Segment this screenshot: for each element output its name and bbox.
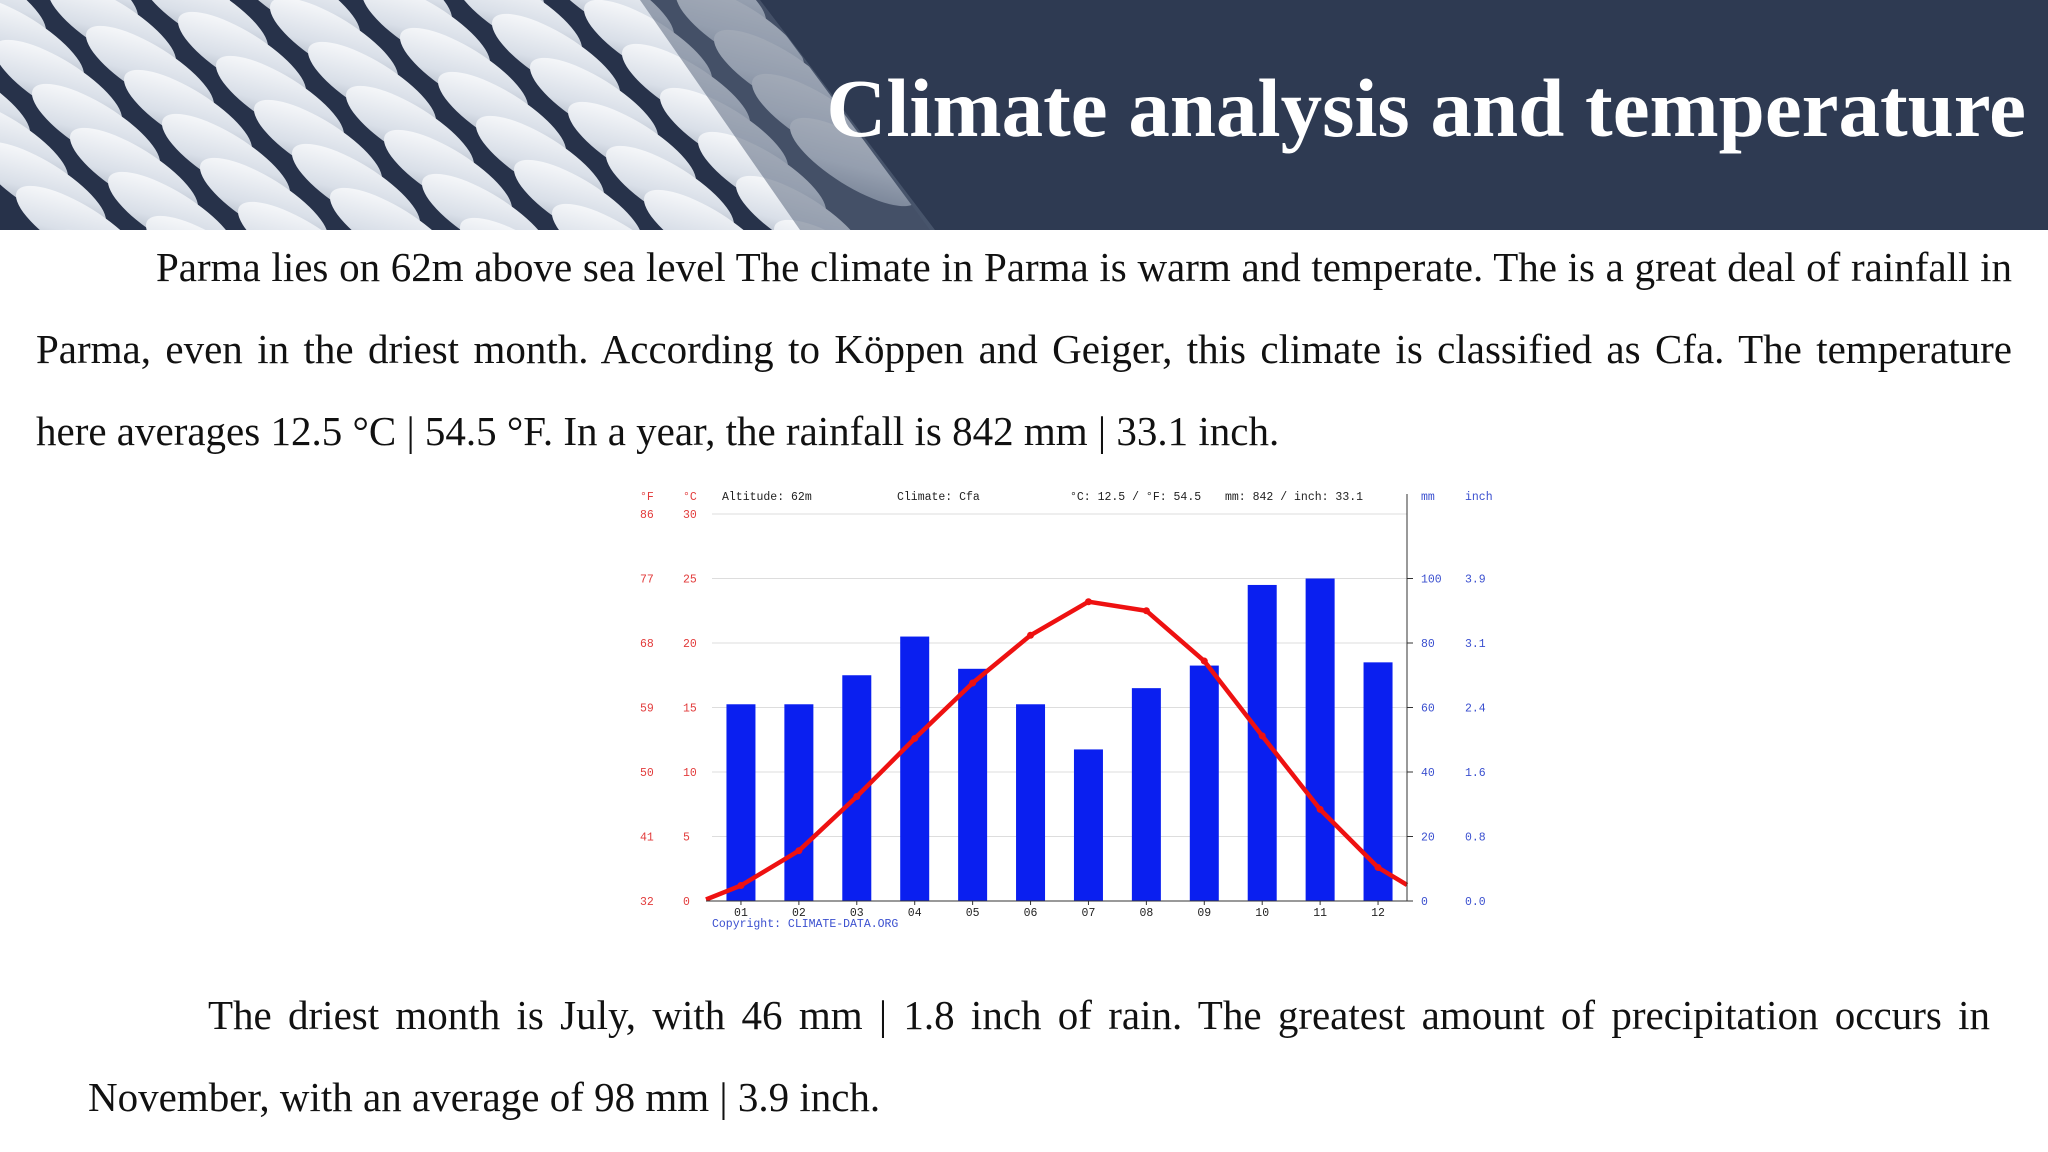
unit-inch-label: inch — [1465, 491, 1493, 504]
page-title: Climate analysis and temperature — [826, 62, 2026, 154]
intro-paragraph: Parma lies on 62m above sea level The cl… — [36, 226, 2012, 472]
tick-label-mm: 20 — [1421, 832, 1435, 845]
tick-label-mm: 40 — [1421, 767, 1435, 780]
facade-disc — [15, 185, 145, 230]
header-banner: Climate analysis and temperature — [0, 0, 2048, 230]
facade-pattern-image — [0, 0, 940, 230]
facade-disc — [329, 187, 459, 230]
temperature-polyline — [705, 599, 1409, 902]
temperature-point — [1084, 598, 1092, 606]
precipitation-bar — [726, 704, 756, 901]
unit-f-label: °F — [640, 491, 654, 504]
facade-disc — [643, 189, 773, 230]
precipitation-bar — [1189, 665, 1219, 901]
precipitation-bar — [900, 636, 930, 901]
facade-disc — [237, 201, 367, 230]
copyright-label: Copyright: CLIMATE-DATA.ORG — [712, 918, 898, 931]
driest-text: The driest month is July, with 46 mm | 1… — [88, 992, 1990, 1120]
tick-label-mm: 0 — [1421, 896, 1428, 909]
precipitation-bar — [1305, 578, 1335, 901]
month-label: 02 — [792, 907, 806, 920]
tick-label-c: 15 — [683, 703, 697, 716]
month-label: 09 — [1197, 907, 1211, 920]
axis-left-f: 86 77 68 59 50 41 32 — [640, 509, 654, 909]
tick-label-inch: 3.1 — [1465, 638, 1486, 651]
intro-text: Parma lies on 62m above sea level The cl… — [36, 244, 2012, 454]
precipitation-bars — [726, 578, 1393, 901]
month-labels: 01 02 03 04 05 06 07 08 09 10 11 12 — [734, 901, 1385, 920]
month-label: 04 — [908, 907, 922, 920]
tick-label-inch: 3.9 — [1465, 574, 1486, 587]
temperature-point — [1258, 732, 1266, 740]
facade-disc — [107, 171, 237, 230]
month-label: 08 — [1139, 907, 1153, 920]
tick-label-mm: 100 — [1421, 574, 1442, 587]
precipitation-bar — [1131, 688, 1161, 901]
average-temp-label: °C: 12.5 / °F: 54.5 — [1070, 491, 1201, 504]
temperature-point — [1374, 863, 1382, 871]
temperature-point — [1200, 657, 1208, 665]
tick-label-c: 10 — [683, 767, 697, 780]
axis-left-c: 30 25 20 15 10 5 0 — [683, 509, 697, 909]
tick-label-c: 20 — [683, 638, 697, 651]
tick-label-c: 25 — [683, 574, 697, 587]
precipitation-bar — [1247, 584, 1277, 901]
climate-label: Climate: Cfa — [897, 491, 980, 504]
facade-disc — [421, 173, 551, 230]
unit-c-label: °C — [683, 491, 697, 504]
precipitation-bar — [1363, 662, 1393, 901]
tick-label-c: 0 — [683, 896, 690, 909]
tick-label-c: 30 — [683, 509, 697, 522]
temperature-point — [737, 882, 745, 890]
temperature-point — [795, 847, 803, 855]
tick-label-f: 50 — [640, 767, 654, 780]
tick-label-f: 68 — [640, 638, 654, 651]
tick-label-f: 41 — [640, 832, 654, 845]
precipitation-bar — [1016, 704, 1046, 901]
month-label: 12 — [1371, 907, 1385, 920]
month-label: 01 — [734, 907, 748, 920]
temperature-point — [1316, 805, 1324, 813]
axis-right-inch: 3.9 3.1 2.4 1.6 0.8 0.0 — [1465, 574, 1486, 910]
temperature-point — [853, 793, 861, 801]
precipitation-bar — [1073, 749, 1103, 901]
month-label: 03 — [850, 907, 864, 920]
tick-label-inch: 1.6 — [1465, 767, 1486, 780]
tick-label-inch: 2.4 — [1465, 703, 1486, 716]
temperature-point — [911, 734, 919, 742]
temperature-point — [1142, 607, 1150, 615]
month-label: 11 — [1313, 907, 1327, 920]
tick-label-f: 59 — [640, 703, 654, 716]
precipitation-bar — [958, 668, 988, 901]
tick-label-mm: 80 — [1421, 638, 1435, 651]
tick-label-f: 77 — [640, 574, 654, 587]
driest-month-paragraph: The driest month is July, with 46 mm | 1… — [88, 974, 1990, 1138]
annual-precip-label: mm: 842 / inch: 33.1 — [1225, 491, 1363, 504]
tick-label-mm: 60 — [1421, 703, 1435, 716]
tick-label-f: 86 — [640, 509, 654, 522]
temperature-point — [1027, 631, 1035, 639]
month-label: 06 — [1024, 907, 1038, 920]
tick-label-inch: 0.0 — [1465, 896, 1486, 909]
unit-mm-label: mm — [1421, 491, 1435, 504]
month-label: 07 — [1082, 907, 1096, 920]
tick-label-inch: 0.8 — [1465, 832, 1486, 845]
tick-label-c: 5 — [683, 832, 690, 845]
climate-chart: °F °C Altitude: 62m Climate: Cfa °C: 12.… — [640, 491, 1493, 931]
precipitation-bar — [784, 704, 814, 901]
month-label: 05 — [966, 907, 980, 920]
altitude-label: Altitude: 62m — [722, 491, 812, 504]
temperature-point — [969, 679, 977, 687]
tick-label-f: 32 — [640, 896, 654, 909]
temperature-line — [705, 598, 1409, 902]
month-label: 10 — [1255, 907, 1269, 920]
axis-right-mm: 100 80 60 40 20 0 — [1407, 574, 1442, 909]
facade-disc — [551, 203, 681, 230]
